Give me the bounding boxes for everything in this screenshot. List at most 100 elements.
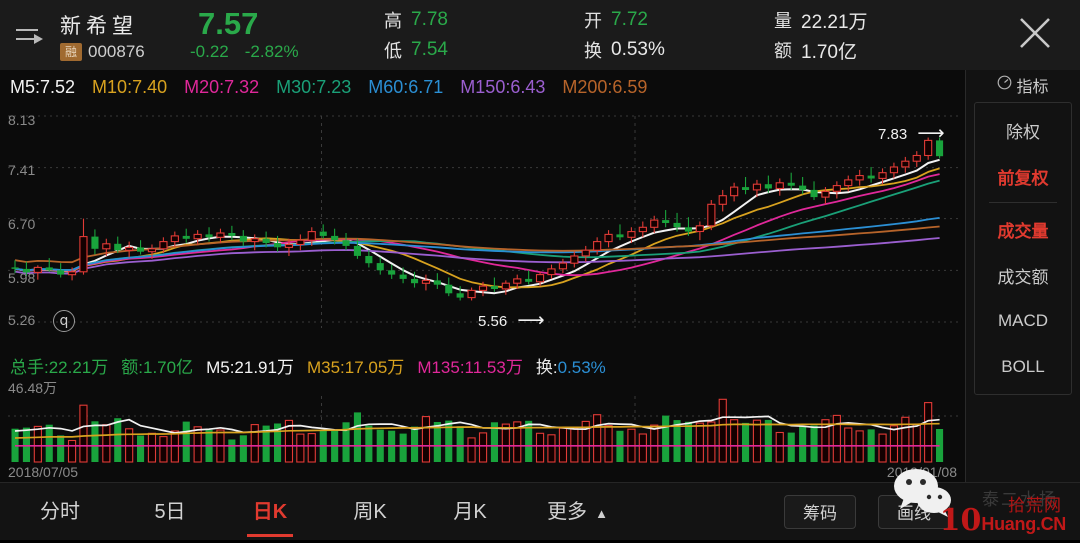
sidebar-item-volume[interactable]: 成交量 — [975, 206, 1071, 252]
volume-legend-m135: M135:11.53万 — [417, 357, 523, 377]
annotation-low: 5.56 ⟶ — [478, 309, 545, 332]
stat-turnover-value: 0.53% — [611, 39, 665, 60]
volume-chart-canvas — [8, 396, 958, 463]
volume-legend-m5: M5:21.91万 — [206, 357, 294, 377]
stock-code: 000876 — [88, 42, 145, 61]
annotation-high-text: 7.83 — [878, 126, 908, 143]
indicator-panel-title: 指标 — [966, 70, 1080, 100]
ma-legend-item-m5: M5:7.52 — [10, 76, 76, 97]
sidebar-divider — [989, 202, 1057, 203]
sidebar-item-amount[interactable]: 成交额 — [975, 252, 1071, 298]
stock-name: 新希望 — [60, 15, 138, 38]
tab-fenshi[interactable]: 分时 — [0, 483, 120, 541]
stat-open-value: 7.72 — [611, 9, 648, 30]
sidebar-item-amount-label: 成交额 — [997, 267, 1049, 287]
sidebar-item-boll-label: BOLL — [1001, 357, 1045, 376]
stat-amount-value: 1.70亿 — [801, 41, 857, 63]
volume-legend-turnover-label: 换: — [535, 357, 558, 377]
price-axis-tick-0: 8.13 — [8, 112, 36, 128]
price-chart-canvas — [8, 115, 958, 328]
price-chart[interactable]: 8.13 7.41 6.70 5.98 5.26 q 7.83 ⟶ 5.56 ⟶ — [0, 104, 965, 350]
stat-low-value: 7.54 — [411, 39, 448, 60]
stat-amount-label: 额 — [774, 41, 792, 61]
change-value: -0.22 — [190, 42, 229, 61]
ma-legend-item-m10: M10:7.40 — [92, 76, 168, 97]
sidebar-item-qianfuquan[interactable]: 前复权 — [975, 153, 1071, 199]
tab-monthk-label: 月K — [453, 500, 487, 523]
volume-legend-total: 总手:22.21万 — [10, 357, 109, 377]
list-arrow-icon — [14, 23, 44, 47]
stat-group-high-low: 高 7.78 低 7.54 — [384, 5, 584, 65]
q-marker[interactable]: q — [53, 310, 75, 332]
tab-more[interactable]: 更多 ▲ — [520, 483, 635, 541]
ma-legend-item-m60: M60:6.71 — [368, 76, 444, 97]
close-icon — [1015, 13, 1055, 58]
stat-high: 高 7.78 — [384, 5, 584, 35]
volume-legend-m35: M35:17.05万 — [306, 357, 405, 377]
stat-volume-value: 22.21万 — [801, 11, 868, 33]
annotation-low-arrow: ⟶ — [517, 310, 545, 331]
sidebar-item-macd[interactable]: MACD — [975, 298, 1071, 344]
tab-5day-label: 5日 — [154, 500, 186, 523]
price-axis-tick-4: 5.26 — [8, 312, 36, 328]
draw-line-button-label: 画线 — [897, 504, 931, 523]
stat-high-value: 7.78 — [411, 9, 448, 30]
volume-legend-turnover-value: 0.53% — [557, 357, 606, 377]
chips-button[interactable]: 筹码 — [784, 494, 856, 529]
stat-group-volume-amount: 量 22.21万 额 1.70亿 — [774, 5, 964, 65]
stat-high-label: 高 — [384, 11, 402, 31]
sidebar-item-chuquan-label: 除权 — [1006, 122, 1040, 142]
tab-5day[interactable]: 5日 — [120, 483, 220, 541]
stat-low: 低 7.54 — [384, 35, 584, 65]
tab-monthk[interactable]: 月K — [420, 483, 520, 541]
annotation-high: 7.83 ⟶ — [878, 122, 945, 145]
stat-turnover-label: 换 — [584, 41, 602, 61]
sidebar-item-volume-label: 成交量 — [997, 221, 1049, 241]
stat-group-open-turnover: 开 7.72 换 0.53% — [584, 5, 774, 65]
ma-legend: M5:7.52 M10:7.40 M20:7.32 M30:7.23 M60:6… — [0, 70, 965, 104]
tab-weekk-label: 周K — [353, 500, 387, 523]
stat-low-label: 低 — [384, 41, 402, 61]
stat-amount: 额 1.70亿 — [774, 35, 964, 65]
chevron-up-icon: ▲ — [595, 505, 608, 521]
volume-legend-turnover: 换:0.53% — [536, 353, 606, 378]
menu-button[interactable] — [0, 0, 58, 70]
volume-axis-max: 46.48万 — [8, 380, 58, 396]
indicator-options-box: 除权 前复权 成交量 成交额 MACD BOLL — [974, 102, 1072, 395]
price-axis-tick-2: 6.70 — [8, 216, 36, 232]
tab-more-label: 更多 — [547, 500, 588, 523]
volume-chart[interactable]: 46.48万 2018/07/05 2019/01/08 — [0, 380, 965, 482]
tab-dayk-label: 日K — [252, 500, 288, 523]
ma-legend-item-m20: M20:7.32 — [184, 76, 260, 97]
chips-button-label: 筹码 — [803, 504, 837, 523]
sidebar-item-boll[interactable]: BOLL — [975, 344, 1071, 390]
stat-volume-label: 量 — [774, 11, 792, 31]
volume-legend: 总手:22.21万 额:1.70亿 M5:21.91万 M35:17.05万 M… — [0, 350, 965, 380]
header-bar: 新希望 7.57 融 000876 -0.22 -2.82% 高 7.78 低 … — [0, 0, 1080, 70]
sidebar-item-qianfuquan-label: 前复权 — [997, 168, 1049, 188]
volume-legend-amount: 额:1.70亿 — [121, 357, 194, 377]
gauge-icon — [997, 75, 1012, 95]
stock-identity[interactable]: 新希望 7.57 融 000876 -0.22 -2.82% — [58, 5, 358, 65]
sidebar-item-macd-label: MACD — [997, 311, 1049, 330]
tab-dayk[interactable]: 日K — [220, 483, 320, 541]
close-button[interactable] — [1008, 8, 1062, 62]
bottom-tab-bar: 分时 5日 日K 周K 月K 更多 ▲ 筹码 画线 — [0, 482, 1080, 540]
tab-weekk[interactable]: 周K — [320, 483, 420, 541]
current-price: 7.57 — [198, 6, 259, 41]
date-label-start: 2018/07/05 — [8, 464, 79, 480]
stat-open-label: 开 — [584, 11, 602, 31]
ma-legend-item-m200: M200:6.59 — [562, 76, 648, 97]
change-percent: -2.82% — [244, 42, 299, 61]
stat-turnover-rate: 换 0.53% — [584, 35, 774, 65]
margin-badge: 融 — [60, 43, 82, 61]
indicator-sidebar: 指标 除权 前复权 成交量 成交额 MACD BOLL — [965, 70, 1080, 482]
annotation-low-text: 5.56 — [478, 313, 508, 330]
sidebar-item-chuquan[interactable]: 除权 — [975, 107, 1071, 153]
tab-fenshi-label: 分时 — [40, 500, 80, 523]
price-axis-tick-1: 7.41 — [8, 162, 36, 178]
draw-line-button[interactable]: 画线 — [878, 494, 950, 529]
stat-open: 开 7.72 — [584, 5, 774, 35]
ma-legend-item-m150: M150:6.43 — [460, 76, 546, 97]
